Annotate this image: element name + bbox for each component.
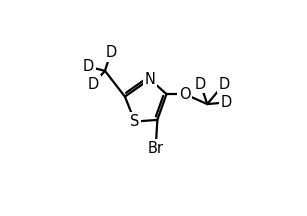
Text: D: D — [83, 59, 94, 74]
Text: D: D — [105, 45, 116, 60]
Text: O: O — [179, 87, 191, 102]
Text: Br: Br — [148, 141, 164, 156]
Text: D: D — [221, 95, 232, 110]
Text: D: D — [88, 77, 99, 92]
Text: S: S — [130, 114, 140, 129]
Text: D: D — [218, 77, 230, 92]
Text: D: D — [195, 77, 206, 92]
Text: N: N — [144, 72, 155, 87]
